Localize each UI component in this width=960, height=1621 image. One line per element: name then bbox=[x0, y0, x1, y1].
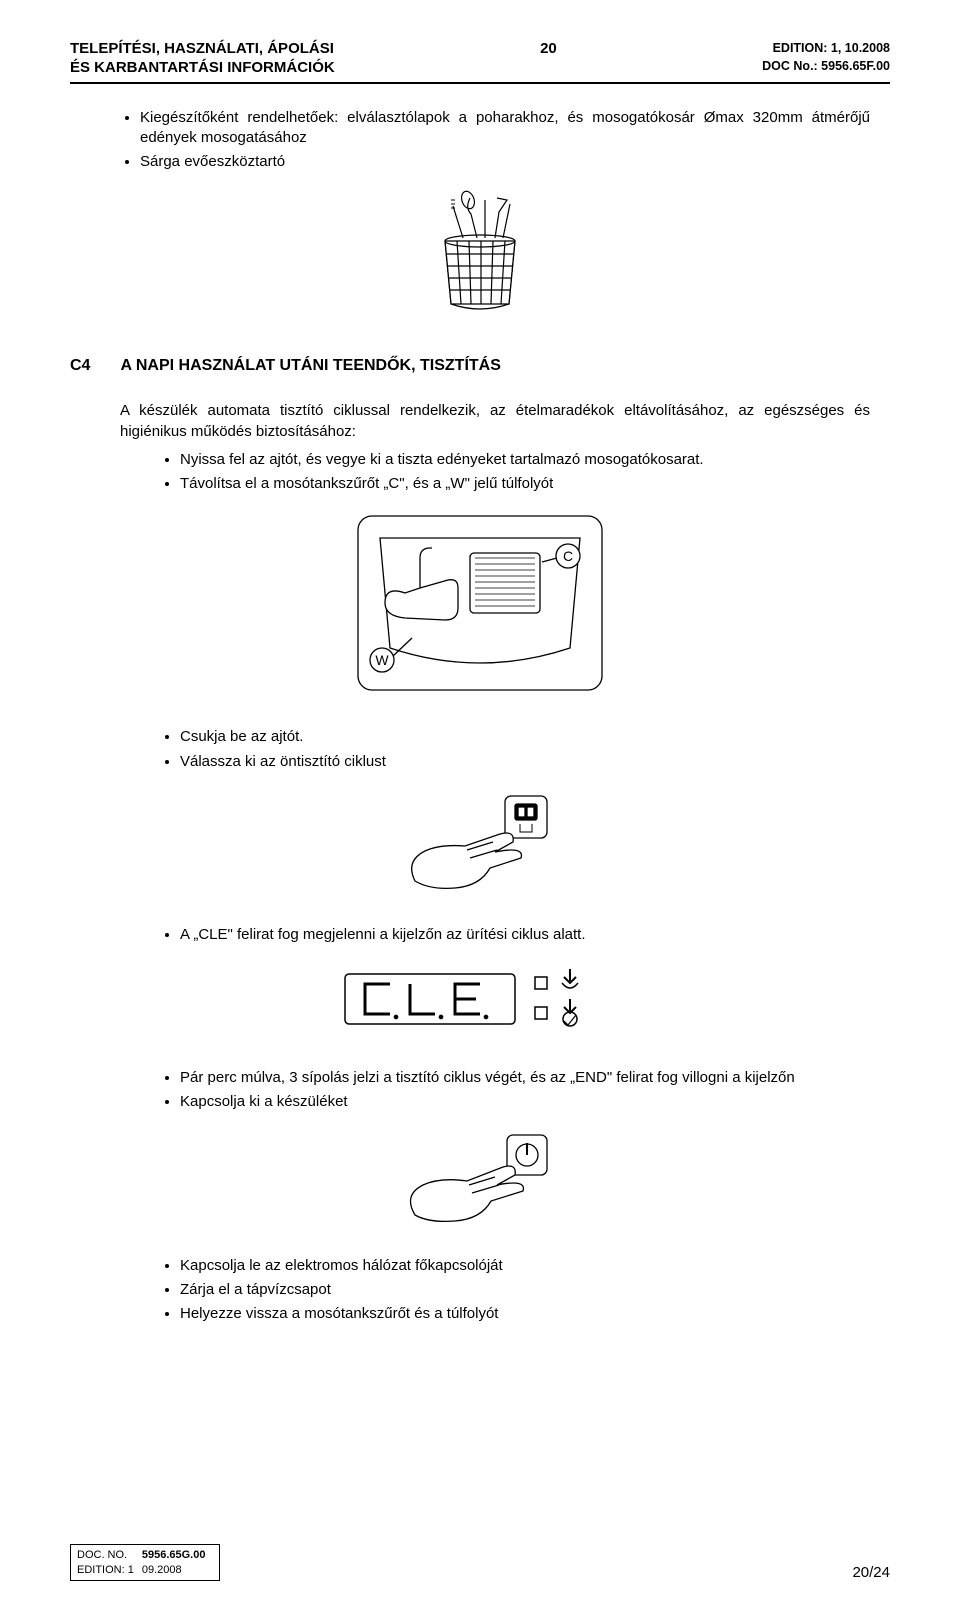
bullet-list-3: A „CLE" felirat fog megjelenni a kijelző… bbox=[180, 925, 870, 945]
section-title: A NAPI HASZNÁLAT UTÁNI TEENDŐK, TISZTÍTÁ… bbox=[120, 357, 500, 375]
header-page-number: 20 bbox=[540, 40, 557, 78]
intro-paragraph: A készülék automata tisztító ciklussal r… bbox=[120, 401, 870, 442]
footer-docno-label: DOC. NO. bbox=[77, 1548, 142, 1562]
figure-select-cycle bbox=[70, 786, 890, 901]
bullet-list-4: Pár perc múlva, 3 sípolás jelzi a tisztí… bbox=[180, 1068, 870, 1113]
list-item: Távolítsa el a mosótankszűrőt „C", és a … bbox=[180, 474, 870, 494]
section-header: C4 A NAPI HASZNÁLAT UTÁNI TEENDŐK, TISZT… bbox=[70, 357, 890, 375]
page-footer: DOC. NO. 5956.65G.00 EDITION: 1 09.2008 … bbox=[70, 1544, 890, 1581]
figure-cle-display bbox=[70, 959, 890, 1044]
label-w: W bbox=[375, 652, 389, 668]
header-right: EDITION: 1, 10.2008 DOC No.: 5956.65F.00 bbox=[762, 40, 890, 78]
footer-docbox: DOC. NO. 5956.65G.00 EDITION: 1 09.2008 bbox=[70, 1544, 220, 1581]
list-item: Csukja be az ajtót. bbox=[180, 727, 870, 747]
list-item: Sárga evőeszköztartó bbox=[140, 152, 870, 172]
list-item: Kapcsolja le az elektromos hálózat főkap… bbox=[180, 1256, 870, 1276]
list-item: Zárja el a tápvízcsapot bbox=[180, 1280, 870, 1300]
list-item: Helyezze vissza a mosótankszűrőt és a tú… bbox=[180, 1304, 870, 1324]
footer-edition-date: 09.2008 bbox=[142, 1563, 214, 1577]
list-item: Kiegészítőként rendelhetőek: elválasztól… bbox=[140, 108, 870, 149]
bullet-list-1: Nyissa fel az ajtót, és vegye ki a tiszt… bbox=[180, 450, 870, 495]
bullet-list-2: Csukja be az ajtót. Válassza ki az öntis… bbox=[180, 727, 870, 772]
list-item: Nyissa fel az ajtót, és vegye ki a tiszt… bbox=[180, 450, 870, 470]
figure-power-off bbox=[70, 1127, 890, 1232]
header-left-line2: ÉS KARBANTARTÁSI INFORMÁCIÓK bbox=[70, 59, 335, 78]
header-edition: EDITION: 1, 10.2008 bbox=[762, 40, 890, 58]
label-c: C bbox=[563, 548, 573, 564]
header-docno: DOC No.: 5956.65F.00 bbox=[762, 58, 890, 76]
list-item: Kapcsolja ki a készüléket bbox=[180, 1092, 870, 1112]
footer-page-count: 20/24 bbox=[852, 1564, 890, 1581]
footer-docno-value: 5956.65G.00 bbox=[142, 1549, 206, 1561]
list-item: Pár perc múlva, 3 sípolás jelzi a tisztí… bbox=[180, 1068, 870, 1088]
list-item: Válassza ki az öntisztító ciklust bbox=[180, 752, 870, 772]
header-left-line1: TELEPÍTÉSI, HASZNÁLATI, ÁPOLÁSI bbox=[70, 40, 335, 59]
section-code: C4 bbox=[70, 357, 90, 375]
bullet-list-5: Kapcsolja le az elektromos hálózat főkap… bbox=[180, 1256, 870, 1325]
page-header: TELEPÍTÉSI, HASZNÁLATI, ÁPOLÁSI ÉS KARBA… bbox=[70, 40, 890, 84]
list-item: A „CLE" felirat fog megjelenni a kijelző… bbox=[180, 925, 870, 945]
figure-cutlery-basket bbox=[70, 186, 890, 321]
figure-filter-removal: C W bbox=[70, 508, 890, 703]
header-left: TELEPÍTÉSI, HASZNÁLATI, ÁPOLÁSI ÉS KARBA… bbox=[70, 40, 335, 78]
footer-edition-label: EDITION: 1 bbox=[77, 1563, 142, 1577]
top-bullet-list: Kiegészítőként rendelhetőek: elválasztól… bbox=[140, 108, 870, 173]
